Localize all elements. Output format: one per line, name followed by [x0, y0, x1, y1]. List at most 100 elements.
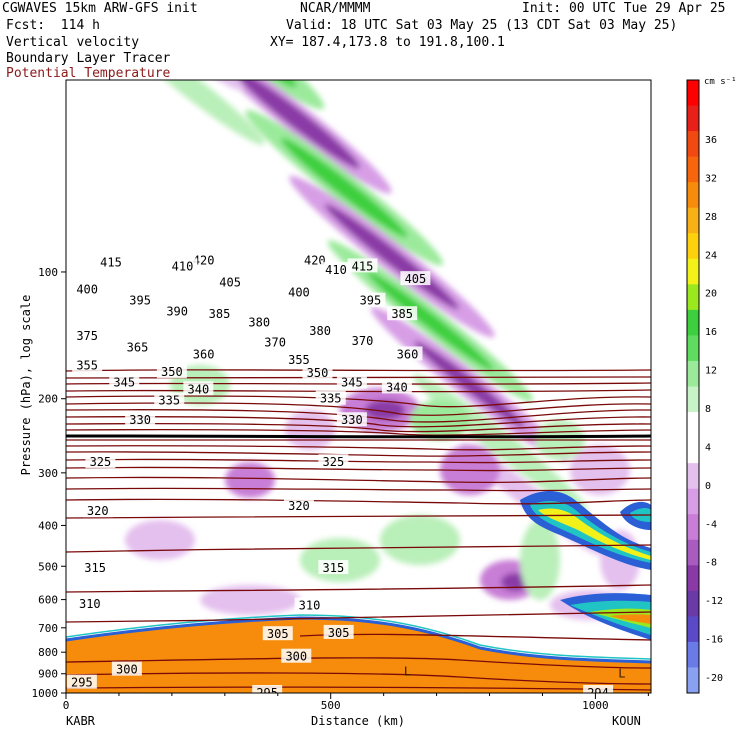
- colorbar-label: 24: [705, 250, 717, 261]
- colorbar-label: 8: [705, 404, 711, 415]
- svg-text:380: 380: [309, 324, 331, 338]
- svg-text:400: 400: [76, 282, 98, 296]
- colorbar-swatch: [687, 156, 699, 183]
- theta-label: 350: [302, 365, 333, 380]
- svg-text:310: 310: [299, 599, 321, 613]
- colorbar-swatch: [687, 463, 699, 490]
- svg-text:395: 395: [360, 294, 382, 308]
- colorbar-label: 0: [705, 481, 711, 492]
- theta-label: 330: [125, 412, 156, 427]
- boundary-layer-edge: [66, 616, 651, 664]
- svg-text:360: 360: [193, 347, 215, 361]
- svg-text:410: 410: [325, 263, 347, 277]
- colorbar-label: 16: [705, 327, 717, 338]
- theta-label: 315: [318, 560, 349, 575]
- colorbar-label: 4: [705, 442, 711, 453]
- theta-label: 294: [583, 685, 614, 693]
- colorbar-label: 12: [705, 366, 717, 377]
- y-tick-label: 800: [38, 646, 58, 659]
- svg-text:340: 340: [386, 380, 408, 394]
- boundary-layer-fill: [66, 618, 651, 693]
- low-marker: L: [618, 667, 625, 681]
- theta-label: 370: [260, 334, 291, 349]
- theta-label: 360: [392, 346, 423, 361]
- init-time: Init: 00 UTC Tue 29 Apr 25: [522, 1, 726, 16]
- theta-label: 375: [72, 328, 103, 343]
- colorbar-swatch: [687, 182, 699, 209]
- svg-text:305: 305: [267, 627, 289, 641]
- theta-label: 415: [347, 258, 378, 273]
- theta-label: 335: [154, 392, 185, 408]
- left-station: KABR: [66, 714, 96, 728]
- plot-frame: [65, 79, 652, 694]
- svg-text:295: 295: [71, 676, 93, 690]
- theta-label: 330: [336, 412, 367, 427]
- y-tick-label: 400: [38, 519, 58, 532]
- colorbar-unit: cm s⁻¹: [704, 77, 737, 87]
- svg-text:315: 315: [323, 561, 345, 575]
- svg-text:370: 370: [352, 334, 374, 348]
- tracer-plume: [520, 491, 651, 640]
- svg-text:420: 420: [193, 254, 215, 268]
- svg-text:405: 405: [405, 272, 427, 286]
- y-tick-label: 700: [38, 622, 58, 635]
- svg-text:335: 335: [158, 394, 180, 408]
- svg-text:385: 385: [209, 307, 231, 321]
- y-tick-label: 100: [38, 266, 58, 279]
- theta-label: 370: [347, 333, 378, 348]
- y-tick-label: 900: [38, 668, 58, 681]
- svg-text:345: 345: [113, 375, 135, 389]
- theta-label: 300: [111, 661, 142, 677]
- colorbar-label: 28: [705, 212, 717, 223]
- svg-text:360: 360: [397, 347, 419, 361]
- svg-text:355: 355: [288, 353, 310, 367]
- colorbar-label: 32: [705, 173, 717, 184]
- svg-text:420: 420: [304, 254, 326, 268]
- theta-label: 345: [109, 374, 140, 389]
- theta-contours: [66, 369, 651, 691]
- svg-text:330: 330: [129, 413, 151, 427]
- theta-label: 400: [72, 281, 103, 296]
- colorbar-swatch: [687, 386, 699, 413]
- svg-text:410: 410: [172, 259, 194, 273]
- svg-text:350: 350: [307, 366, 329, 380]
- theta-label: 415: [96, 254, 126, 270]
- colorbar-swatch: [687, 360, 699, 387]
- x-tick-label: 0: [63, 699, 70, 712]
- svg-text:305: 305: [328, 626, 350, 640]
- y-tick-label: 500: [38, 560, 58, 573]
- right-station: KOUN: [612, 714, 641, 728]
- colorbar-swatch: [687, 488, 699, 515]
- colorbar-swatch: [687, 667, 699, 694]
- theta-label: 385: [204, 306, 235, 321]
- x-tick-label: 500: [321, 699, 341, 712]
- y-tick-label: 200: [38, 393, 58, 406]
- colorbar-label: -16: [705, 635, 723, 646]
- theta-label: 395: [355, 292, 386, 308]
- svg-text:330: 330: [341, 413, 363, 427]
- theta-label: 410: [321, 262, 351, 277]
- theta-label: 320: [283, 498, 314, 513]
- svg-text:345: 345: [341, 375, 363, 389]
- svg-text:325: 325: [90, 455, 112, 469]
- xy-coordinates: XY= 187.4,173.8 to 191.8,100.1: [270, 35, 505, 50]
- colorbar-swatch: [687, 233, 699, 260]
- svg-text:405: 405: [219, 276, 241, 290]
- colorbar-swatch: [687, 616, 699, 643]
- colorbar-label: 20: [705, 289, 717, 300]
- y-tick-label: 600: [38, 594, 58, 607]
- colorbar-label: 36: [705, 135, 717, 146]
- theta-label: 380: [244, 314, 275, 330]
- svg-text:415: 415: [100, 256, 122, 270]
- theta-label: 405: [215, 274, 246, 290]
- svg-text:370: 370: [264, 335, 286, 349]
- y-axis-title: Pressure (hPa), log scale: [19, 295, 33, 476]
- colorbar-swatch: [687, 641, 699, 668]
- theta-label: 385: [387, 306, 418, 321]
- svg-text:320: 320: [87, 504, 109, 518]
- svg-text:295: 295: [256, 686, 278, 700]
- model-title: CGWAVES 15km ARW-GFS init: [2, 1, 198, 16]
- svg-text:380: 380: [248, 316, 270, 330]
- theta-label: 305: [262, 626, 293, 641]
- colorbar-label: -12: [705, 596, 723, 607]
